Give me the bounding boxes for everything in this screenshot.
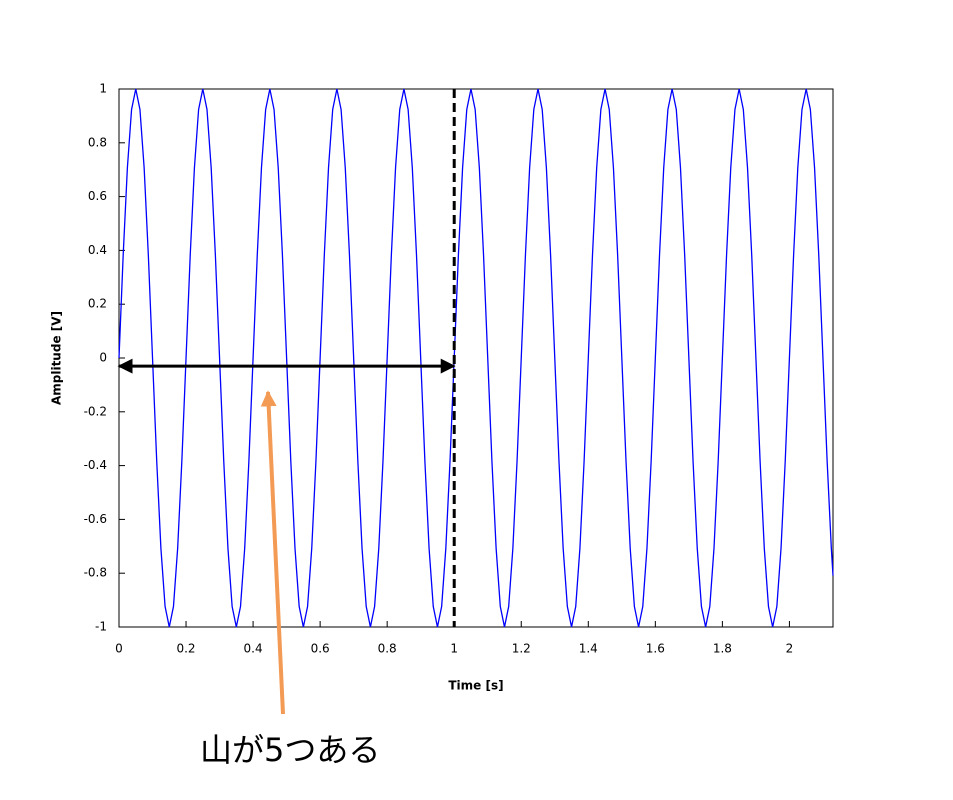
y-tick-label: 1 [99,82,107,96]
x-axis-label: Time [s] [448,679,503,693]
x-tick-label: 1.2 [512,642,531,656]
y-tick-label: -0.6 [84,512,107,526]
x-tick-label: 0.4 [244,642,263,656]
annotation: 山が5つある [200,731,380,769]
x-tick-label: 0.2 [176,642,195,656]
x-tick-label: 0.6 [311,642,330,656]
y-axis-label: Amplitude [V] [50,311,64,405]
y-tick-label: -0.2 [84,404,107,418]
x-tick-label: 1.8 [713,642,732,656]
y-tick-label: 0.8 [88,135,107,149]
y-tick-label: -0.4 [84,458,107,472]
x-tick-label: 1.6 [646,642,665,656]
y-tick-label: 0.6 [88,189,107,203]
y-tick-label: -0.8 [84,566,107,580]
x-tick-label: 0 [115,642,123,656]
x-tick-label: 1.4 [579,642,598,656]
pointer-arrow [260,390,285,715]
y-tick-label: -1 [95,620,107,634]
x-tick-label: 2 [786,642,794,656]
y-tick-label: 0.2 [88,297,107,311]
series-line [118,88,834,628]
y-tick-label: 0 [99,351,107,365]
y-tick-label: 0.4 [88,243,107,257]
x-tick-label: 1 [450,642,458,656]
x-tick-label: 0.8 [378,642,397,656]
plot-frame [118,88,834,628]
